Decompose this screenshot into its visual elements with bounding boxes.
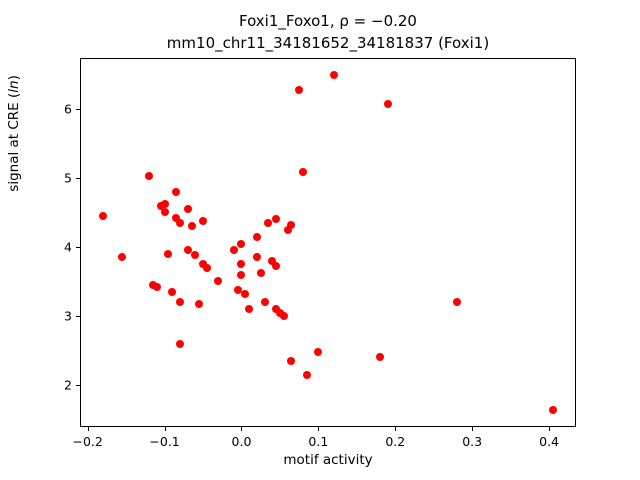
data-point [233, 285, 242, 294]
data-point [160, 199, 169, 208]
y-tick-mark [76, 384, 80, 386]
data-point [164, 249, 173, 258]
data-point [279, 311, 288, 320]
plot-area [80, 58, 576, 427]
data-point [172, 187, 181, 196]
x-tick-mark [472, 427, 474, 431]
data-point [237, 239, 246, 248]
data-point [302, 370, 311, 379]
data-point [295, 86, 304, 95]
data-point [375, 353, 384, 362]
y-tick-mark [76, 315, 80, 317]
x-tick-label: 0.3 [462, 434, 483, 449]
data-point [241, 289, 250, 298]
data-point [99, 211, 108, 220]
data-point [272, 262, 281, 271]
data-point [264, 218, 273, 227]
data-point [175, 218, 184, 227]
y-tick-label: 4 [64, 239, 72, 255]
data-point [175, 298, 184, 307]
data-point [329, 70, 338, 79]
x-axis-label: motif activity [283, 452, 373, 468]
x-tick-mark [395, 427, 397, 431]
x-tick-label: 0.4 [539, 434, 560, 449]
data-point [268, 256, 277, 265]
data-point [175, 339, 184, 348]
x-tick-mark [241, 427, 243, 431]
y-axis-label-text: signal at CRE ( [6, 92, 22, 192]
y-tick-label: 2 [64, 377, 72, 393]
x-tick-label: 0.1 [308, 434, 329, 449]
y-axis-label-suffix: ) [6, 75, 22, 81]
data-point [299, 168, 307, 177]
data-point [245, 305, 254, 314]
data-point [252, 253, 261, 262]
x-tick-label: 0.2 [385, 434, 406, 449]
data-point [287, 356, 296, 365]
y-tick-mark [76, 246, 80, 248]
x-tick-mark [549, 427, 551, 431]
data-point [172, 214, 181, 222]
data-point [283, 225, 292, 234]
data-point [183, 246, 192, 255]
y-tick-label: 5 [64, 170, 72, 186]
data-point [314, 347, 323, 356]
data-point [272, 215, 281, 224]
data-point [383, 100, 392, 109]
data-point [191, 251, 200, 260]
data-point [145, 171, 154, 180]
data-point [195, 299, 204, 308]
data-point [548, 406, 557, 415]
y-tick-mark [76, 109, 80, 111]
x-tick-label: −0.1 [149, 434, 180, 449]
chart-title: Foxi1_Foxo1, ρ = −0.20 [239, 12, 417, 30]
data-point [183, 205, 192, 214]
data-point [237, 260, 246, 269]
data-point [256, 269, 265, 278]
data-point [168, 287, 177, 296]
y-axis-label-italic: ln [6, 80, 22, 93]
data-point [152, 282, 161, 291]
data-point [252, 232, 261, 241]
y-axis-label: signal at CRE (ln) [6, 75, 22, 192]
data-point [229, 246, 238, 255]
data-point [237, 270, 246, 279]
y-tick-label: 3 [64, 308, 72, 324]
data-point [260, 298, 269, 307]
data-point [287, 220, 296, 229]
data-point [199, 216, 208, 225]
data-point [202, 263, 211, 272]
data-point [214, 277, 223, 286]
x-tick-label: −0.2 [72, 434, 103, 449]
data-point [452, 298, 461, 307]
data-point [118, 253, 127, 262]
x-tick-mark [87, 427, 89, 431]
data-point [160, 208, 169, 217]
x-tick-mark [318, 427, 320, 431]
data-point [187, 222, 196, 231]
x-tick-mark [164, 427, 166, 431]
chart-subtitle: mm10_chr11_34181652_34181837 (Foxi1) [166, 34, 490, 52]
x-tick-label: 0.0 [231, 434, 252, 449]
y-tick-label: 6 [64, 101, 72, 117]
y-tick-mark [76, 178, 80, 179]
